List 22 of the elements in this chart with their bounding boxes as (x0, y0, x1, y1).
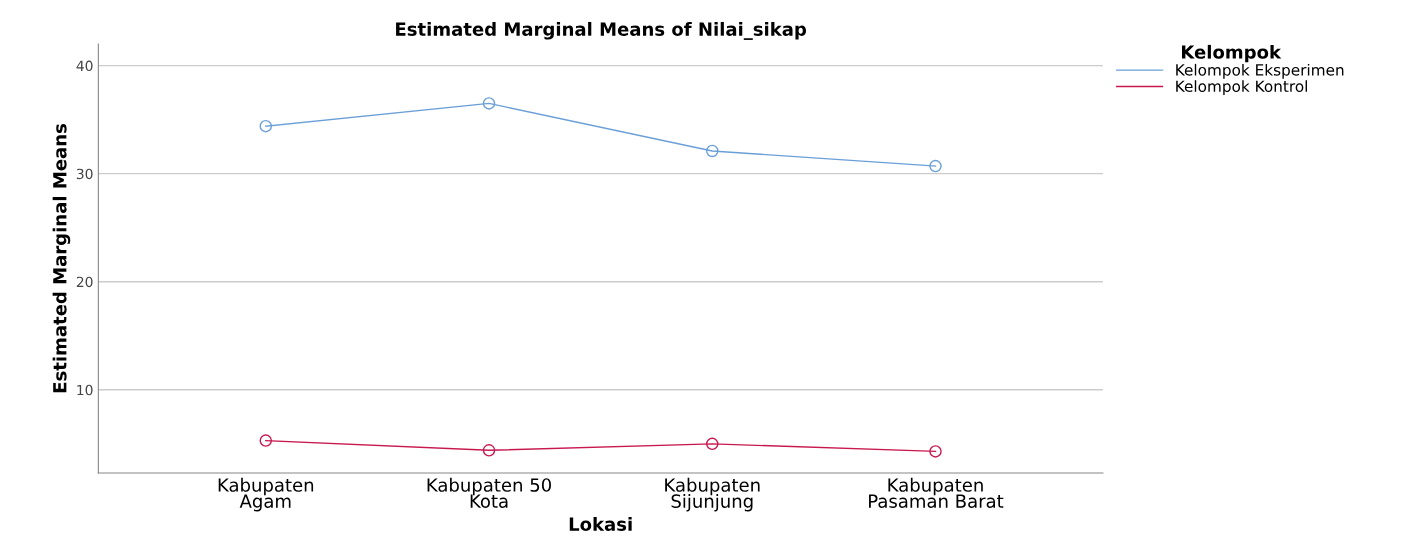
point (929, 159, 942, 173)
point (259, 119, 273, 133)
point (929, 445, 942, 458)
x-axis-title: Lokasi (569, 516, 632, 531)
x-tick-label: Kabupaten Sijunjung (665, 477, 760, 512)
point (706, 144, 719, 158)
point (706, 437, 719, 451)
x-tick-label: Kabupaten 50 Kota (427, 477, 551, 508)
y-tick-label: 10 (77, 384, 93, 396)
point (259, 434, 273, 447)
legend-title: Kelompok (1181, 44, 1282, 63)
y-tick-label: 20 (76, 276, 93, 288)
legend-label: Kelompok Kontrol (1176, 80, 1307, 95)
point (482, 444, 496, 457)
y-tick-label: 40 (76, 60, 93, 72)
point (482, 97, 496, 110)
x-tick-label: Kabupaten Agam (218, 477, 314, 512)
y-axis-title: Estimated Marginal Means (52, 124, 71, 393)
legend-label: Kelompok Eksperimen (1176, 63, 1344, 79)
chart-title: Estimated Marginal Means of Nilai_sikap (396, 21, 807, 40)
y-tick-label: 30 (76, 168, 93, 180)
x-tick-label: Kabupaten Pasaman Barat (869, 477, 1004, 508)
